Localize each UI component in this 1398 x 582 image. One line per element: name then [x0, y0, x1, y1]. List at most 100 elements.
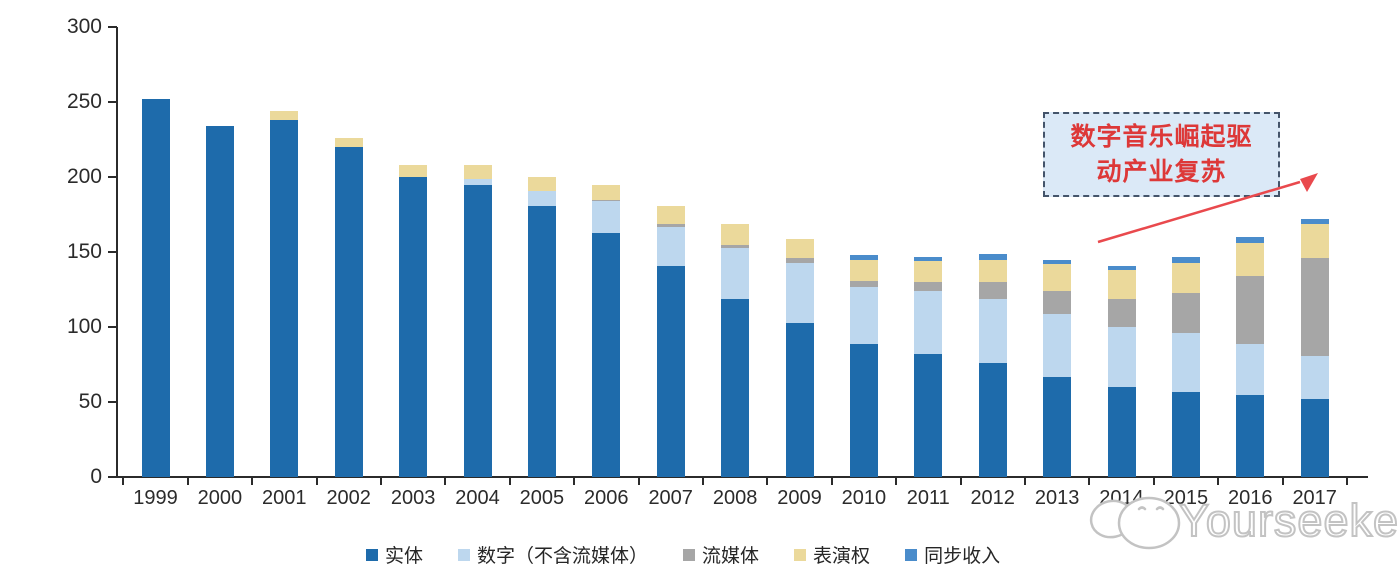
bar-segment [1107, 327, 1136, 387]
bar-segment [463, 178, 492, 185]
x-axis-tick [637, 478, 640, 485]
legend-item: 表演权 [794, 541, 870, 568]
bar-segment [785, 262, 814, 323]
x-tick-label: 2003 [390, 487, 436, 509]
bar-segment [592, 232, 621, 477]
x-tick-label: 1999 [133, 487, 178, 509]
legend-swatch [794, 548, 807, 561]
bar-segment [592, 201, 621, 233]
bar-segment [1107, 265, 1136, 270]
bar-segment [592, 184, 621, 200]
x-tick-label: 2010 [841, 487, 887, 509]
x-axis-tick [1345, 478, 1348, 485]
x-axis-tick [186, 478, 189, 485]
bar-segment [1236, 243, 1265, 276]
bar-segment [914, 282, 943, 291]
bar-segment [334, 138, 363, 147]
bar-segment [978, 259, 1007, 282]
bar-segment [1043, 259, 1072, 264]
watermark: Yourseeker [1083, 492, 1398, 550]
bar-segment [914, 261, 943, 282]
legend-label: 表演权 [813, 546, 871, 567]
x-tick-label: 2012 [970, 487, 1015, 509]
bar-segment [1300, 223, 1329, 258]
legend-swatch [366, 548, 378, 561]
legend-item: 数字（不含流媒体） [458, 541, 648, 568]
x-axis-tick [379, 478, 382, 485]
bar-segment [1171, 256, 1200, 263]
bar-segment [978, 282, 1007, 299]
bar-segment [1107, 387, 1136, 477]
bar-segment [849, 286, 878, 344]
x-axis-tick [766, 478, 769, 485]
bar-segment [785, 258, 814, 263]
x-axis-tick [895, 478, 898, 485]
x-tick-label: 2006 [584, 487, 629, 509]
x-tick-label: 2008 [712, 487, 758, 509]
y-axis-tick [108, 326, 117, 328]
yourseeker-mascot-icon [1089, 496, 1181, 550]
x-axis-tick [1023, 478, 1026, 485]
legend-swatch [905, 548, 918, 561]
bar-segment [721, 223, 750, 245]
bar-segment [1043, 264, 1072, 291]
bar-segment [1300, 219, 1329, 224]
x-axis-line [116, 476, 1368, 478]
bar-segment [1043, 313, 1072, 377]
bar-segment [849, 280, 878, 287]
x-axis-tick [251, 478, 254, 485]
annotation-text-line1: 数字音乐崛起驱 [1070, 122, 1253, 151]
legend-label: 同步收入 [924, 546, 1001, 567]
bar-segment [721, 244, 750, 248]
y-axis-tick [108, 176, 117, 178]
y-tick-label: 0 [90, 465, 102, 488]
legend-swatch [683, 548, 696, 561]
bar-segment [1043, 291, 1072, 314]
x-axis-tick [1152, 478, 1155, 485]
bar-segment [849, 343, 878, 477]
x-tick-label: 2009 [777, 487, 822, 509]
bar-segment [527, 177, 556, 191]
bar-segment [1300, 355, 1329, 399]
bar-segment [1300, 399, 1329, 477]
bar-segment [1171, 292, 1200, 333]
bar-segment [141, 99, 170, 477]
bar-segment [914, 354, 943, 477]
x-tick-label: 2017 [1292, 487, 1337, 509]
y-tick-label: 250 [66, 90, 102, 113]
bar-segment [656, 265, 685, 477]
bar-segment [399, 177, 428, 477]
x-tick-label: 2007 [648, 487, 693, 509]
x-tick-label: 2002 [326, 487, 371, 509]
y-tick-label: 100 [66, 315, 102, 338]
bar-segment [656, 223, 685, 227]
bar-segment [270, 120, 299, 477]
x-axis-tick [959, 478, 962, 485]
bar-segment [785, 238, 814, 258]
bar-segment [656, 226, 685, 266]
x-tick-label: 2001 [262, 487, 307, 509]
bar-segment [1171, 391, 1200, 477]
bar-segment [1107, 298, 1136, 327]
x-tick-label: 2004 [455, 487, 500, 509]
legend-item: 实体 [366, 541, 423, 568]
bar-segment [914, 291, 943, 354]
bar-segment [978, 253, 1007, 260]
y-axis-tick [108, 476, 117, 478]
bar-segment [592, 199, 621, 201]
bar-segment [270, 111, 299, 120]
x-axis-tick [444, 478, 447, 485]
y-axis-tick [108, 401, 117, 403]
y-axis-tick [108, 251, 117, 253]
bar-segment [399, 165, 428, 177]
y-axis-tick [108, 26, 117, 28]
x-axis-tick [122, 478, 125, 485]
x-axis-tick [573, 478, 576, 485]
bar-segment [785, 322, 814, 477]
bar-segment [334, 147, 363, 477]
x-axis-tick [1281, 478, 1284, 485]
x-tick-label: 2016 [1228, 487, 1273, 509]
annotation-text-line2: 动产业复苏 [1096, 157, 1227, 186]
bar-segment [849, 259, 878, 281]
